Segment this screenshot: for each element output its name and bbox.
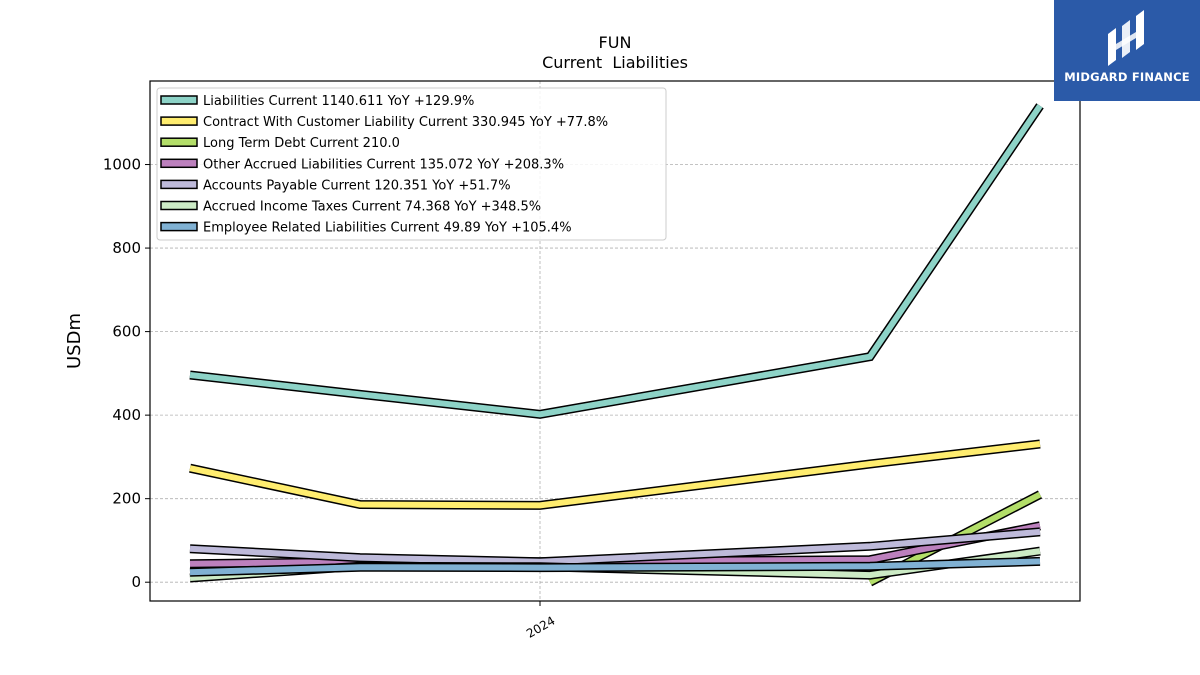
- legend-item: Accrued Income Taxes Current 74.368 YoY …: [160, 200, 541, 215]
- legend-box: [156, 87, 667, 241]
- y-tick-label: 600: [112, 323, 141, 341]
- legend-swatch: [160, 116, 198, 126]
- legend-item: Accounts Payable Current 120.351 YoY +51…: [160, 178, 511, 193]
- legend-label: Accounts Payable Current 120.351 YoY +51…: [203, 178, 511, 193]
- y-tick-label: 800: [112, 239, 141, 257]
- series-line: [189, 527, 1041, 567]
- series-line-stroke: [189, 441, 1041, 509]
- series-line: [189, 556, 1041, 577]
- midgard-finance-logo-icon: [1108, 10, 1144, 66]
- y-tick-label: 1000: [103, 156, 141, 174]
- legend-label: Other Accrued Liabilities Current 135.07…: [203, 157, 564, 172]
- series-line-stroke: [189, 528, 1041, 565]
- legend-swatch: [160, 137, 198, 147]
- legend: Liabilities Current 1140.611 YoY +129.9%…: [156, 87, 667, 241]
- legend-swatch: [160, 200, 198, 211]
- series-line-stroke: [189, 104, 1043, 418]
- x-tick-label: 2024: [524, 613, 557, 640]
- chart-subtitle: Current Liabilities: [542, 53, 688, 72]
- y-axis-label: USDm: [64, 313, 85, 369]
- legend-label: Long Term Debt Current 210.0: [203, 136, 400, 151]
- legend-swatch: [160, 221, 198, 232]
- brand-name: MIDGARD FINANCE: [1064, 70, 1190, 84]
- legend-item: Long Term Debt Current 210.0: [160, 136, 400, 151]
- series-line-stroke: [189, 558, 1041, 576]
- legend-item: Contract With Customer Liability Current…: [160, 115, 608, 130]
- legend-item: Other Accrued Liabilities Current 135.07…: [160, 157, 564, 172]
- x-axis: 2024: [524, 601, 558, 641]
- chart-title: FUN: [599, 33, 632, 52]
- legend-label: Employee Related Liabilities Current 49.…: [203, 221, 572, 236]
- y-axis: 0 200 400 600 800 1000: [103, 156, 150, 591]
- legend-label: Liabilities Current 1140.611 YoY +129.9%: [203, 94, 474, 109]
- y-tick-label: 200: [112, 490, 141, 508]
- legend-swatch: [160, 179, 198, 190]
- y-tick-label: 0: [131, 573, 141, 591]
- series-lines: [189, 103, 1044, 587]
- series-line: [189, 103, 1044, 419]
- legend-swatch: [160, 95, 198, 105]
- plot-frame: [149, 80, 1081, 602]
- brand-logo: MIDGARD FINANCE: [1054, 0, 1200, 101]
- legend-label: Accrued Income Taxes Current 74.368 YoY …: [203, 200, 541, 215]
- legend-swatch: [160, 158, 198, 169]
- legend-item: Employee Related Liabilities Current 49.…: [160, 221, 572, 236]
- legend-item: Liabilities Current 1140.611 YoY +129.9%: [160, 94, 474, 109]
- y-tick-label: 400: [112, 406, 141, 424]
- series-line: [189, 439, 1041, 510]
- legend-label: Contract With Customer Liability Current…: [203, 115, 608, 130]
